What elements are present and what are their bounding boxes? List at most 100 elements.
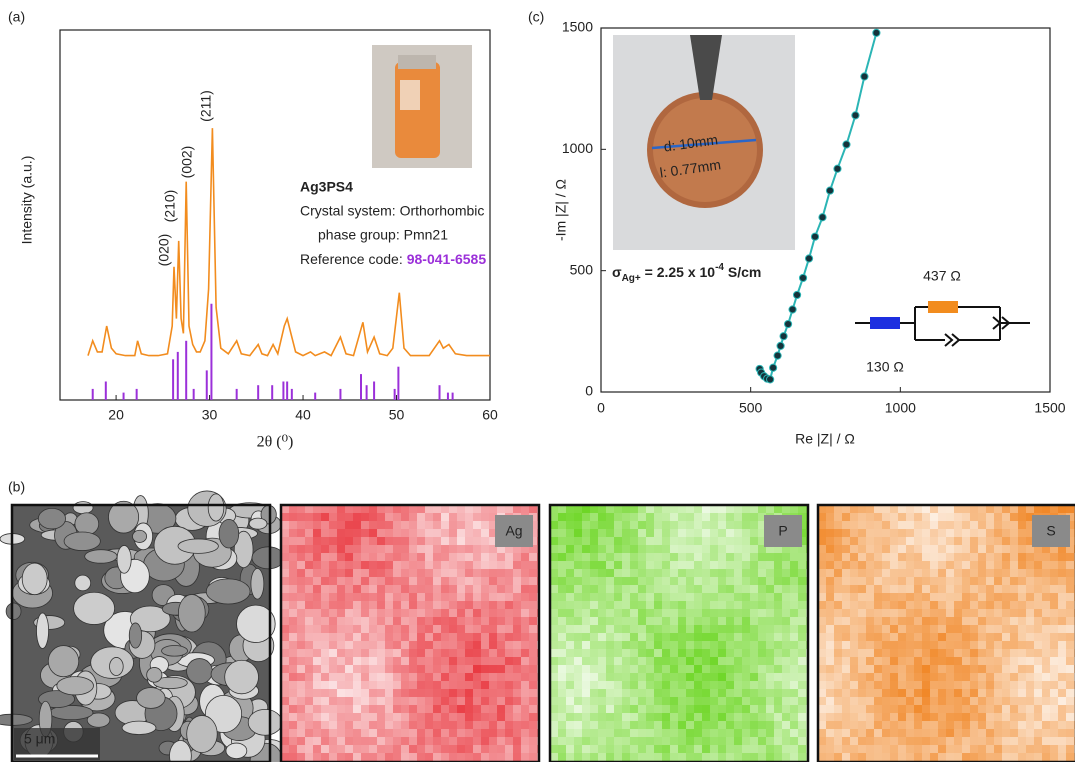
map-pixel	[1042, 609, 1050, 617]
map-pixel	[457, 657, 465, 665]
map-pixel	[758, 697, 766, 705]
map-pixel	[457, 585, 465, 593]
map-pixel	[962, 625, 970, 633]
map-pixel	[409, 745, 417, 753]
map-pixel	[505, 713, 513, 721]
map-pixel	[994, 657, 1002, 665]
map-pixel	[529, 713, 537, 721]
map-pixel	[986, 513, 994, 521]
map-pixel	[758, 577, 766, 585]
map-pixel	[1002, 745, 1010, 753]
map-pixel	[930, 625, 938, 633]
map-pixel	[670, 649, 678, 657]
map-pixel	[826, 553, 834, 561]
map-pixel	[702, 529, 710, 537]
map-pixel	[638, 577, 646, 585]
data-point	[799, 274, 806, 281]
map-pixel	[742, 609, 750, 617]
map-pixel	[353, 545, 361, 553]
map-pixel	[1034, 713, 1042, 721]
map-pixel	[882, 537, 890, 545]
map-pixel	[782, 601, 790, 609]
map-pixel	[622, 553, 630, 561]
map-pixel	[401, 521, 409, 529]
map-pixel	[654, 625, 662, 633]
map-pixel	[425, 713, 433, 721]
map-pixel	[654, 745, 662, 753]
map-pixel	[1018, 593, 1026, 601]
map-pixel	[734, 617, 742, 625]
map-pixel	[986, 569, 994, 577]
map-pixel	[826, 633, 834, 641]
map-pixel	[385, 649, 393, 657]
map-pixel	[377, 537, 385, 545]
map-pixel	[614, 569, 622, 577]
map-pixel	[449, 641, 457, 649]
map-pixel	[377, 521, 385, 529]
map-pixel	[521, 569, 529, 577]
map-pixel	[702, 697, 710, 705]
map-pixel	[622, 633, 630, 641]
map-pixel	[670, 569, 678, 577]
map-pixel	[694, 665, 702, 673]
map-pixel	[353, 513, 361, 521]
map-pixel	[385, 529, 393, 537]
map-pixel	[994, 577, 1002, 585]
map-pixel	[654, 721, 662, 729]
map-pixel	[1050, 753, 1058, 761]
map-pixel	[377, 697, 385, 705]
map-pixel	[590, 641, 598, 649]
map-pixel	[922, 737, 930, 745]
map-pixel	[946, 689, 954, 697]
map-pixel	[826, 729, 834, 737]
map-pixel	[1018, 625, 1026, 633]
map-pixel	[305, 633, 313, 641]
map-pixel	[874, 609, 882, 617]
map-pixel	[702, 521, 710, 529]
map-pixel	[834, 545, 842, 553]
map-pixel	[702, 553, 710, 561]
map-pixel	[866, 529, 874, 537]
map-pixel	[473, 633, 481, 641]
map-pixel	[978, 545, 986, 553]
map-pixel	[1034, 681, 1042, 689]
map-pixel	[742, 681, 750, 689]
map-pixel	[882, 641, 890, 649]
map-pixel	[369, 649, 377, 657]
map-pixel	[766, 649, 774, 657]
map-pixel	[385, 657, 393, 665]
map-pixel	[566, 729, 574, 737]
map-pixel	[694, 721, 702, 729]
map-pixel	[946, 633, 954, 641]
map-pixel	[329, 681, 337, 689]
map-pixel	[930, 545, 938, 553]
map-pixel	[574, 649, 582, 657]
map-pixel	[670, 593, 678, 601]
map-pixel	[782, 665, 790, 673]
map-pixel	[473, 609, 481, 617]
map-pixel	[401, 689, 409, 697]
map-pixel	[574, 633, 582, 641]
map-pixel	[1026, 641, 1034, 649]
map-pixel	[377, 745, 385, 753]
map-pixel	[1010, 633, 1018, 641]
map-pixel	[774, 625, 782, 633]
map-pixel	[590, 577, 598, 585]
map-pixel	[938, 713, 946, 721]
map-pixel	[590, 657, 598, 665]
map-pixel	[702, 745, 710, 753]
map-label: P	[778, 523, 787, 539]
map-pixel	[337, 721, 345, 729]
map-pixel	[1034, 753, 1042, 761]
map-pixel	[766, 705, 774, 713]
map-pixel	[798, 713, 806, 721]
map-pixel	[582, 585, 590, 593]
map-pixel	[614, 601, 622, 609]
map-pixel	[409, 585, 417, 593]
map-pixel	[890, 745, 898, 753]
map-pixel	[465, 665, 473, 673]
map-pixel	[842, 729, 850, 737]
map-pixel	[850, 561, 858, 569]
map-pixel	[313, 545, 321, 553]
map-pixel	[898, 617, 906, 625]
